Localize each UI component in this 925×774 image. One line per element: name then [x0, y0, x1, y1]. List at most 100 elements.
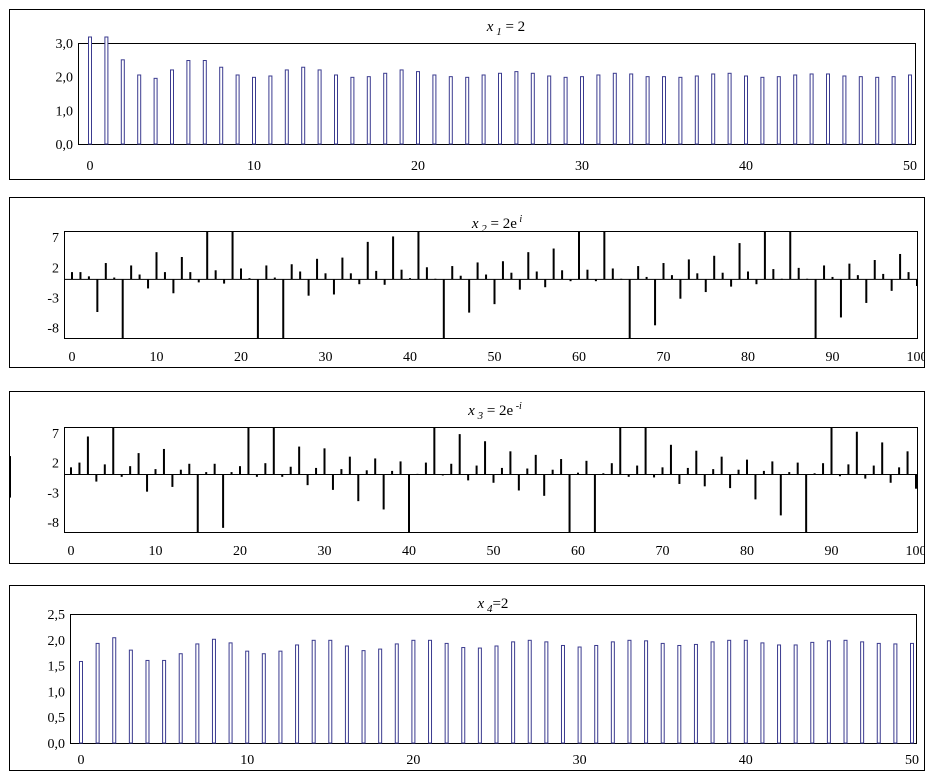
y-axis-labels: 0,0 1,0 2,0 3,0	[56, 37, 74, 153]
bar	[696, 273, 699, 280]
bar	[560, 644, 565, 744]
bar	[793, 74, 798, 145]
y-axis-labels: -8 -3 2 7	[47, 427, 59, 531]
bar	[306, 474, 309, 486]
bar	[206, 231, 209, 280]
x-tick-label: 10	[240, 753, 254, 768]
bar	[170, 69, 174, 145]
bars	[9, 427, 917, 532]
chart-title-x4: x 4=2	[477, 596, 509, 615]
bar	[858, 76, 863, 145]
x-tick-label: 30	[318, 544, 332, 559]
bar	[711, 73, 716, 145]
bar	[823, 265, 826, 280]
bar	[899, 253, 902, 280]
bar	[831, 276, 834, 280]
bar	[228, 642, 233, 744]
x-tick-label: 40	[739, 159, 753, 174]
x-tick-label: 20	[406, 753, 420, 768]
bar	[178, 653, 183, 744]
bar	[87, 276, 90, 280]
bar	[744, 75, 748, 145]
bar	[273, 277, 276, 280]
bar	[578, 231, 580, 280]
bar	[128, 649, 133, 744]
bar	[889, 474, 892, 483]
y-tick-label: 1,0	[48, 685, 66, 700]
bar	[509, 451, 512, 475]
bar	[461, 647, 466, 744]
y-tick-label: 0,5	[48, 711, 66, 726]
bar	[331, 474, 334, 490]
bar	[432, 74, 437, 145]
bar	[465, 76, 470, 145]
bar	[278, 650, 283, 744]
bar	[442, 279, 445, 338]
y-tick-label: 2,0	[56, 71, 74, 86]
bar	[130, 265, 133, 280]
bar	[915, 474, 917, 489]
bar	[627, 639, 632, 744]
bar	[561, 270, 564, 280]
bar	[678, 474, 681, 484]
bar	[137, 453, 140, 475]
bar	[484, 441, 487, 475]
bar	[593, 474, 596, 532]
bar	[544, 641, 549, 744]
bar	[612, 72, 617, 145]
y-tick-label: 2	[52, 261, 59, 276]
chart-frame	[9, 197, 925, 368]
bar	[155, 252, 158, 280]
y-tick-label: 2,5	[48, 608, 66, 623]
bar	[893, 643, 898, 744]
bar	[301, 66, 306, 145]
bar	[256, 279, 259, 338]
x-axis-labels: 0 10 20 30 40 50 60 70 80 90 100	[68, 544, 925, 559]
x-tick-label: 30	[319, 350, 333, 365]
bar	[500, 467, 503, 475]
bar	[481, 74, 486, 145]
bar	[568, 474, 571, 532]
bar	[743, 639, 748, 744]
bar	[316, 258, 319, 280]
x-tick-label: 100	[907, 350, 925, 365]
bar	[809, 73, 814, 145]
x-tick-label: 40	[403, 350, 417, 365]
bar	[231, 231, 234, 280]
bar	[324, 273, 327, 280]
x-tick-label: 50	[903, 159, 917, 174]
chart-title-x2: x 2 = 2e i	[471, 214, 523, 235]
bar	[311, 639, 316, 744]
x-tick-label: 60	[571, 544, 585, 559]
bar	[235, 74, 240, 145]
bar	[399, 69, 404, 145]
x-tick-label: 50	[488, 350, 502, 365]
bar	[695, 450, 698, 475]
bar	[627, 474, 630, 477]
x-tick-label: 20	[411, 159, 425, 174]
bar	[416, 473, 419, 475]
bar	[594, 644, 599, 744]
bar	[603, 231, 606, 280]
bar	[162, 659, 167, 744]
bar	[433, 427, 436, 475]
bar	[361, 650, 366, 744]
bar	[171, 474, 174, 487]
bar	[594, 279, 597, 282]
bar	[79, 272, 82, 280]
bar	[424, 462, 427, 475]
bar	[252, 76, 256, 145]
bar	[882, 273, 885, 280]
bar	[856, 275, 859, 280]
bar	[240, 268, 242, 280]
y-tick-label: 2,0	[48, 634, 66, 649]
bar	[760, 642, 765, 744]
bar	[328, 639, 333, 744]
bar	[910, 642, 914, 744]
bar	[138, 274, 141, 280]
bar	[563, 76, 568, 145]
x-tick-label: 0	[87, 159, 94, 174]
x-tick-label: 40	[402, 544, 416, 559]
bar	[703, 474, 706, 487]
bar	[586, 269, 589, 280]
